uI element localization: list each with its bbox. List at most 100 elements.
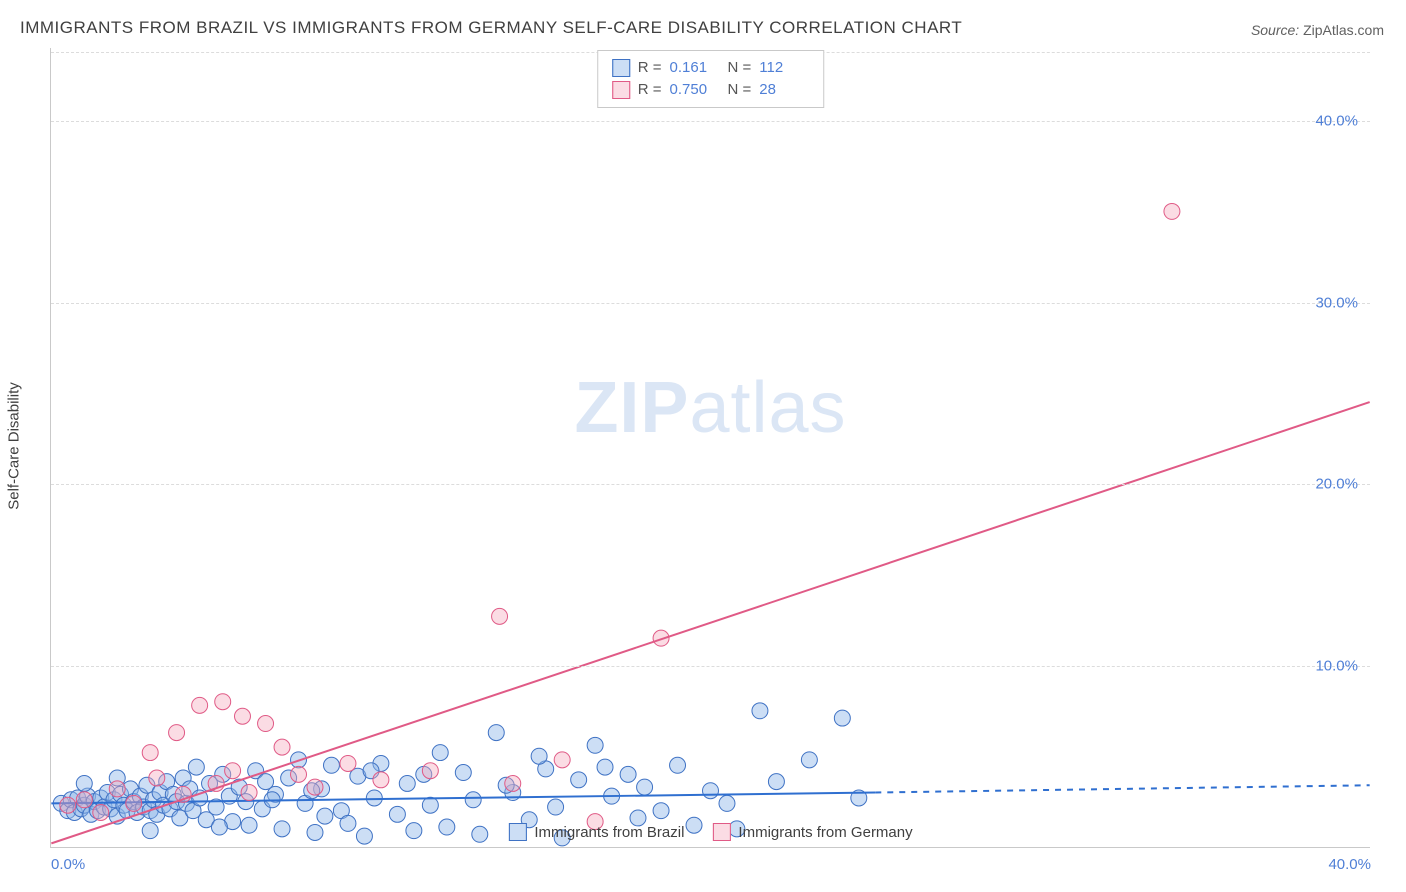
data-point-germany [505, 775, 521, 791]
data-point-brazil [670, 757, 686, 773]
data-point-brazil [597, 759, 613, 775]
legend-swatch-germany [712, 823, 730, 841]
stat-n-brazil: 112 [759, 57, 809, 79]
data-point-brazil [752, 703, 768, 719]
data-point-brazil [571, 772, 587, 788]
data-point-germany [291, 766, 307, 782]
data-point-brazil [241, 817, 257, 833]
stat-r-label: R = [638, 79, 662, 101]
y-axis-title: Self-Care Disability [6, 382, 23, 510]
gridline-h [51, 484, 1370, 485]
stat-n-label: N = [728, 79, 752, 101]
gridline-h [51, 121, 1370, 122]
data-point-germany [422, 763, 438, 779]
data-point-brazil [834, 710, 850, 726]
data-point-germany [554, 752, 570, 768]
data-point-germany [60, 797, 76, 813]
legend-swatch-brazil [508, 823, 526, 841]
data-point-brazil [465, 792, 481, 808]
y-tick-label: 40.0% [1315, 112, 1358, 129]
stat-n-germany: 28 [759, 79, 809, 101]
data-point-brazil [399, 775, 415, 791]
data-point-germany [142, 745, 158, 761]
data-point-germany [215, 694, 231, 710]
data-point-germany [149, 770, 165, 786]
data-point-germany [258, 716, 274, 732]
stat-r-brazil: 0.161 [670, 57, 720, 79]
swatch-germany [612, 81, 630, 99]
data-point-germany [169, 725, 185, 741]
data-point-brazil [432, 745, 448, 761]
y-tick-label: 10.0% [1315, 658, 1358, 675]
legend-item-germany: Immigrants from Germany [712, 823, 912, 841]
stats-row-germany: R = 0.750 N = 28 [612, 79, 810, 101]
data-point-brazil [455, 765, 471, 781]
y-tick-label: 30.0% [1315, 294, 1358, 311]
legend-item-brazil: Immigrants from Brazil [508, 823, 684, 841]
data-point-brazil [323, 757, 339, 773]
data-point-brazil [188, 759, 204, 775]
data-point-brazil [472, 826, 488, 842]
plot-area: ZIPatlas R = 0.161 N = 112 R = 0.750 N =… [50, 48, 1370, 848]
data-point-brazil [356, 828, 372, 844]
source-label: Source: [1251, 22, 1299, 38]
data-point-germany [126, 795, 142, 811]
stat-r-germany: 0.750 [670, 79, 720, 101]
data-point-germany [274, 739, 290, 755]
trendline-germany [51, 402, 1369, 843]
stat-n-label: N = [728, 57, 752, 79]
data-point-brazil [317, 808, 333, 824]
data-point-brazil [274, 821, 290, 837]
gridline-h [51, 666, 1370, 667]
stats-box: R = 0.161 N = 112 R = 0.750 N = 28 [597, 50, 825, 108]
data-point-brazil [142, 823, 158, 839]
data-point-brazil [531, 748, 547, 764]
legend-label-germany: Immigrants from Germany [738, 824, 912, 841]
data-point-brazil [340, 815, 356, 831]
data-point-brazil [211, 819, 227, 835]
legend-label-brazil: Immigrants from Brazil [534, 824, 684, 841]
bottom-legend: Immigrants from Brazil Immigrants from G… [508, 823, 912, 841]
x-tick-label: 0.0% [51, 856, 85, 873]
data-point-brazil [801, 752, 817, 768]
data-point-brazil [548, 799, 564, 815]
data-point-germany [1164, 203, 1180, 219]
data-point-brazil [637, 779, 653, 795]
data-point-brazil [653, 803, 669, 819]
data-point-germany [340, 755, 356, 771]
data-point-brazil [768, 774, 784, 790]
data-point-brazil [422, 797, 438, 813]
data-point-germany [241, 785, 257, 801]
data-point-germany [76, 792, 92, 808]
data-point-brazil [439, 819, 455, 835]
data-point-brazil [719, 795, 735, 811]
data-point-germany [192, 697, 208, 713]
data-point-brazil [587, 737, 603, 753]
stat-r-label: R = [638, 57, 662, 79]
chart-title: IMMIGRANTS FROM BRAZIL VS IMMIGRANTS FRO… [20, 18, 962, 38]
data-point-germany [492, 608, 508, 624]
stats-row-brazil: R = 0.161 N = 112 [612, 57, 810, 79]
data-point-germany [234, 708, 250, 724]
source-attribution: Source: ZipAtlas.com [1251, 22, 1384, 38]
data-point-germany [93, 805, 109, 821]
trendline-brazil-dashed [875, 785, 1369, 792]
y-tick-label: 20.0% [1315, 476, 1358, 493]
data-point-germany [109, 781, 125, 797]
data-point-brazil [620, 766, 636, 782]
data-point-brazil [406, 823, 422, 839]
data-point-brazil [76, 775, 92, 791]
x-tick-label: 40.0% [1328, 856, 1371, 873]
chart-svg [51, 48, 1370, 847]
data-point-brazil [703, 783, 719, 799]
data-point-brazil [488, 725, 504, 741]
data-point-brazil [389, 806, 405, 822]
data-point-germany [225, 763, 241, 779]
data-point-germany [373, 772, 389, 788]
gridline-h [51, 303, 1370, 304]
source-value: ZipAtlas.com [1303, 22, 1384, 38]
data-point-brazil [366, 790, 382, 806]
swatch-brazil [612, 59, 630, 77]
data-point-germany [307, 779, 323, 795]
data-point-brazil [307, 824, 323, 840]
